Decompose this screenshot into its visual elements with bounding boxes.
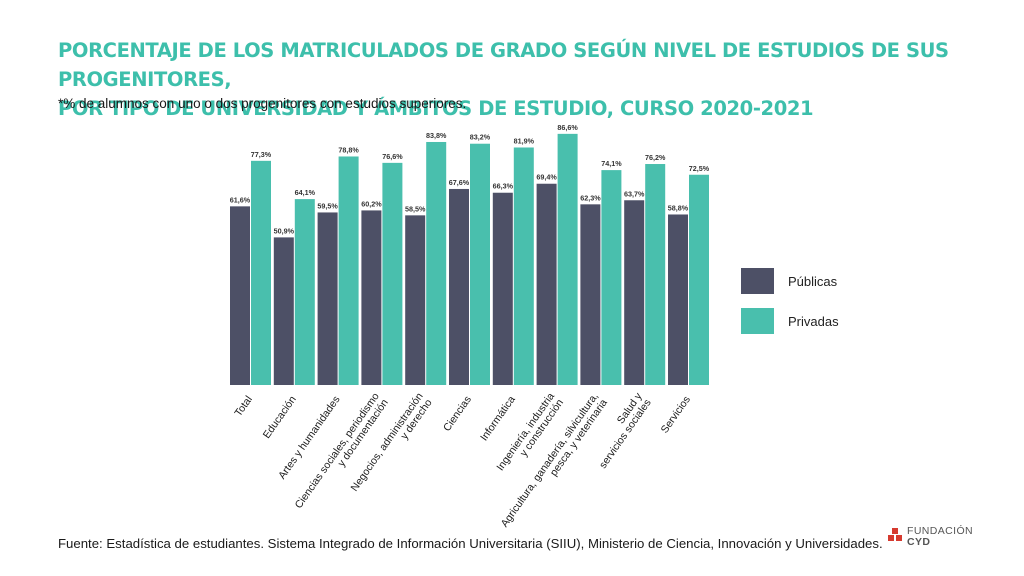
source-note: Fuente: Estadística de estudiantes. Sist… [58, 536, 883, 551]
bar-privadas [294, 199, 315, 385]
data-label: 50,9% [274, 226, 295, 235]
chart-title: PORCENTAJE DE LOS MATRICULADOS DE GRADO … [58, 36, 1018, 123]
legend-item-publicas: Públicas [741, 268, 839, 294]
bar-privadas [426, 141, 447, 385]
data-label: 72,5% [689, 164, 710, 173]
category-label-line: Educación [261, 394, 299, 441]
data-label: 63,7% [624, 189, 645, 198]
bar-publicas [405, 215, 426, 385]
data-label: 60,2% [361, 199, 382, 208]
bar-privadas [645, 164, 666, 385]
chart-title-line: PORCENTAJE DE LOS MATRICULADOS DE GRADO … [58, 39, 949, 91]
category-label: Total [232, 394, 255, 419]
legend-label-publicas: Públicas [788, 273, 838, 289]
legend: Públicas Privadas [741, 268, 839, 348]
category-label: Informática [478, 394, 518, 444]
data-label: 83,8% [426, 131, 447, 140]
data-label: 66,3% [493, 182, 514, 191]
bar-publicas [536, 183, 557, 385]
data-label: 64,1% [295, 188, 316, 197]
bar-publicas [624, 200, 645, 385]
logo-mark-icon [888, 528, 902, 542]
category-label-line: Ciencias [441, 394, 474, 434]
data-label: 86,6% [557, 123, 578, 132]
category-label-line: Informática [478, 394, 518, 444]
bar-privadas [382, 162, 403, 385]
data-label: 62,3% [580, 193, 601, 202]
bar-privadas [601, 170, 622, 385]
data-label: 76,6% [382, 152, 403, 161]
category-label-line: Servicios [659, 394, 693, 436]
bar-privadas [470, 143, 490, 385]
bar-publicas [361, 210, 382, 385]
bar-publicas [449, 188, 469, 385]
data-label: 59,5% [317, 201, 338, 210]
chart-title-line: POR TIPO DE UNIVERSIDAD Y ÁMBITOS DE EST… [58, 97, 814, 120]
fundacion-cyd-logo: FUNDACIÓN CYD [888, 526, 988, 548]
data-label: 58,5% [405, 204, 426, 213]
bar-privadas [251, 160, 271, 385]
bar-publicas [317, 212, 338, 385]
data-label: 61,6% [230, 195, 251, 204]
category-label-line: Total [232, 394, 255, 419]
category-label: Ciencias [441, 394, 474, 434]
bar-privadas [338, 156, 359, 385]
bar-publicas [492, 192, 513, 385]
data-label: 58,8% [668, 203, 689, 212]
bar-publicas [273, 237, 294, 385]
legend-label-privadas: Privadas [788, 313, 839, 329]
data-label: 81,9% [514, 136, 535, 145]
logo-text: FUNDACIÓN CYD [907, 526, 973, 547]
legend-swatch-publicas [741, 268, 774, 294]
legend-item-privadas: Privadas [741, 308, 839, 334]
data-label: 83,2% [470, 133, 491, 142]
bar-publicas [230, 206, 250, 385]
logo-line-1: FUNDACIÓN [907, 525, 974, 537]
bar-privadas [689, 174, 709, 385]
chart-subtitle: *% de alumnos con uno o dos progenitores… [58, 96, 467, 111]
data-label: 69,4% [536, 173, 557, 182]
data-label: 78,8% [338, 145, 359, 154]
data-label: 74,1% [601, 159, 622, 168]
bar-publicas [580, 204, 601, 385]
bar-privadas [513, 147, 534, 385]
logo-line-2: CYD [907, 535, 931, 548]
data-label: 77,3% [251, 150, 272, 159]
legend-swatch-privadas [741, 308, 774, 334]
bar-privadas [557, 133, 578, 385]
bar-publicas [668, 214, 688, 385]
data-label: 67,6% [449, 178, 470, 187]
category-label: Educación [261, 394, 299, 441]
data-label: 76,2% [645, 153, 666, 162]
category-label: Servicios [659, 394, 693, 436]
